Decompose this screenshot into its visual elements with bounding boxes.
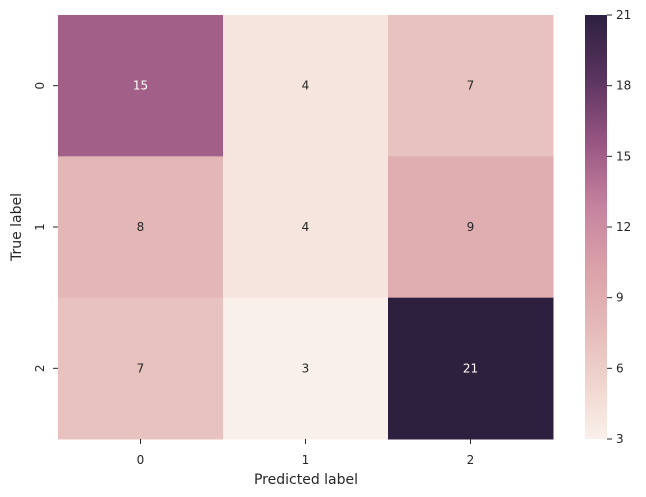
x-axis-label: Predicted label — [254, 472, 358, 488]
heatmap-cell-label-1-1: 4 — [302, 220, 310, 234]
heatmap-cell-0-1 — [223, 15, 389, 157]
colorbar-tick-label-0: 3 — [616, 432, 624, 446]
colorbar-tick-label-5: 18 — [616, 79, 631, 93]
heatmap-cell-label-1-2: 9 — [467, 220, 475, 234]
heatmap-cell-label-2-0: 7 — [137, 361, 145, 375]
heatmap-cell-label-0-1: 4 — [302, 79, 310, 93]
heatmap-cell-2-1 — [223, 297, 389, 440]
heatmap-cell-2-2 — [388, 297, 554, 440]
colorbar-tick-label-1: 6 — [616, 361, 624, 375]
colorbar-tick-label-6: 21 — [616, 8, 631, 22]
colorbar-tick-label-2: 9 — [616, 291, 624, 305]
heatmap-cell-labels: 15 4 7 8 4 9 7 3 21 — [133, 79, 478, 376]
x-axis-ticks: 0 1 2 — [137, 439, 475, 467]
heatmap-cell-2-0 — [58, 297, 224, 440]
heatmap-cells — [58, 15, 554, 440]
heatmap-cell-1-2 — [388, 156, 554, 299]
heatmap-cell-0-2 — [388, 15, 554, 157]
colorbar — [585, 15, 607, 439]
heatmap-cell-label-1-0: 8 — [137, 220, 145, 234]
colorbar-tick-label-4: 15 — [616, 149, 631, 163]
x-tick-label-2: 2 — [467, 453, 475, 467]
y-tick-label-2: 2 — [33, 365, 47, 373]
y-tick-label-0: 0 — [33, 82, 47, 90]
colorbar-ticks: 3 6 9 12 15 18 21 — [607, 8, 631, 446]
heatmap-cell-label-0-2: 7 — [467, 79, 475, 93]
x-tick-label-0: 0 — [137, 453, 145, 467]
y-axis-ticks: 0 1 2 — [33, 82, 58, 372]
y-axis-label: True label — [9, 193, 25, 262]
heatmap-cell-0-0 — [58, 15, 224, 157]
heatmap-cell-1-0 — [58, 156, 224, 299]
colorbar-tick-label-3: 12 — [616, 220, 631, 234]
heatmap-cell-label-2-2: 21 — [463, 361, 478, 375]
heatmap-cell-1-1 — [223, 156, 389, 299]
y-tick-label-1: 1 — [33, 223, 47, 231]
heatmap-cell-label-0-0: 15 — [133, 79, 148, 93]
heatmap-cell-label-2-1: 3 — [302, 361, 310, 375]
x-tick-label-1: 1 — [302, 453, 310, 467]
